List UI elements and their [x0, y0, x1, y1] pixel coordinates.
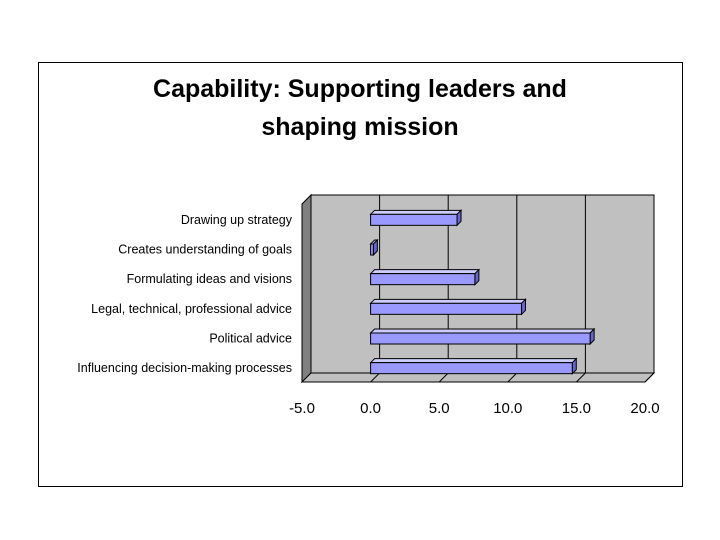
bar-top-face	[369, 358, 578, 364]
bar-top-face	[369, 328, 596, 334]
bar	[370, 273, 476, 286]
category-label: Political advice	[209, 332, 292, 346]
x-tick-label: 10.0	[493, 400, 522, 417]
bar	[370, 332, 591, 345]
chart-title: Capability: Supporting leaders and	[153, 75, 567, 103]
category-label: Creates understanding of goals	[118, 243, 292, 257]
x-tick-label: -5.0	[289, 400, 315, 417]
plot-floor	[300, 372, 656, 383]
floor-gridline	[507, 372, 518, 383]
chart-title-line2: shaping mission	[261, 113, 459, 141]
x-tick-label: 0.0	[360, 400, 381, 417]
floor-gridline	[576, 372, 586, 383]
bar	[370, 213, 458, 226]
floor-gridline	[644, 372, 655, 383]
bar-top-face	[369, 209, 463, 215]
x-tick-label: 20.0	[630, 400, 659, 417]
category-label: Legal, technical, professional advice	[91, 302, 292, 316]
floor-gridline	[370, 372, 380, 383]
bar-top-face	[369, 269, 481, 275]
category-label: Influencing decision-making processes	[77, 361, 292, 375]
plot-back-wall	[310, 194, 655, 374]
plot-side-wall	[301, 193, 312, 384]
category-label: Drawing up strategy	[181, 213, 293, 227]
bar-top-face	[369, 298, 527, 304]
x-tick-label: 15.0	[562, 400, 591, 417]
category-label: Formulating ideas and visions	[127, 272, 292, 286]
floor-gridline	[438, 372, 449, 383]
bar	[370, 302, 523, 315]
bar	[370, 362, 573, 375]
x-tick-label: 5.0	[429, 400, 450, 417]
bar	[370, 243, 374, 256]
